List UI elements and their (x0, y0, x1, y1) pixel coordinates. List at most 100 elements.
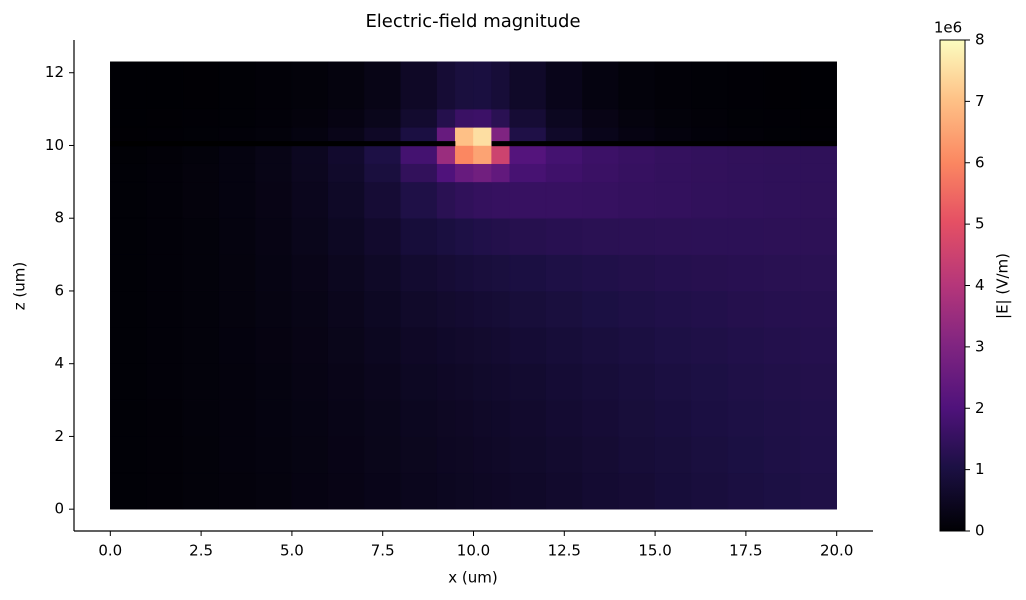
heatmap-cell (691, 163, 729, 183)
heatmap-cell (618, 61, 656, 110)
heatmap-cell (545, 472, 583, 510)
heatmap-cell (618, 436, 656, 474)
heatmap-cell (545, 327, 583, 364)
heatmap-cell (455, 399, 474, 437)
heatmap-cell (110, 108, 147, 128)
heatmap-cell (545, 399, 583, 437)
heatmap-cell (218, 163, 256, 183)
heatmap-cell (473, 436, 492, 474)
heatmap-cell (691, 217, 729, 255)
y-axis-label: z (um) (11, 262, 29, 310)
heatmap-cell (291, 363, 329, 401)
heatmap-cell (182, 327, 220, 364)
heatmap-cell (110, 399, 147, 437)
x-tick-label: 15.0 (638, 542, 671, 560)
heatmap-cell (110, 254, 147, 292)
colorbar-tick-label: 4 (975, 276, 985, 294)
heatmap-cell (545, 254, 583, 292)
heatmap-cell (436, 399, 456, 437)
colorbar-tick-label: 5 (975, 215, 985, 233)
heatmap-cell (473, 327, 492, 364)
heatmap-cell (491, 217, 511, 255)
heatmap-cell (654, 163, 692, 183)
heatmap-cell (727, 181, 765, 219)
x-tick-label: 2.5 (189, 542, 213, 560)
heatmap-cell (491, 181, 511, 219)
heatmap-cell (800, 290, 837, 328)
heatmap-cell (654, 290, 692, 328)
heatmap-cell (436, 61, 456, 110)
heatmap-cell (582, 254, 620, 292)
heatmap-cell (491, 436, 511, 474)
heatmap-cell (582, 217, 620, 255)
heatmap-cell (545, 145, 583, 164)
heatmap-cell (491, 108, 511, 128)
heatmap-cell (455, 108, 474, 128)
heatmap-cell (146, 472, 184, 510)
heatmap-cell (582, 163, 620, 183)
heatmap-cell (146, 108, 184, 128)
heatmap-cell (182, 61, 220, 110)
heatmap-cell (400, 363, 438, 401)
heatmap-cell (763, 290, 801, 328)
heatmap-cell (436, 472, 456, 510)
heatmap-cell (800, 363, 837, 401)
heatmap-cell (327, 145, 365, 164)
heatmap-cell (255, 363, 293, 401)
heatmap-cell (400, 290, 438, 328)
heatmap-cell (327, 181, 365, 219)
heatmap-cell (509, 181, 547, 219)
heatmap-cell (473, 472, 492, 510)
heatmap-cell (654, 181, 692, 219)
heatmap-cell (491, 399, 511, 437)
heatmap-cell (800, 181, 837, 219)
heatmap-cell (491, 145, 511, 164)
x-tick-label: 20.0 (820, 542, 853, 560)
heatmap-cell (727, 290, 765, 328)
colorbar (939, 39, 966, 532)
heatmap-cell (110, 327, 147, 364)
heatmap-cell (110, 290, 147, 328)
heatmap-cell (218, 145, 256, 164)
heatmap-cell (218, 254, 256, 292)
heatmap-cell (255, 181, 293, 219)
heatmap-cell (182, 145, 220, 164)
heatmap-cell (327, 472, 365, 510)
heatmap-cell (255, 61, 293, 110)
heatmap-cell (436, 181, 456, 219)
heatmap-cell (654, 436, 692, 474)
heatmap-cell (509, 436, 547, 474)
heatmap-cell (327, 163, 365, 183)
heatmap-cell (509, 217, 547, 255)
heatmap-cell (691, 436, 729, 474)
heatmap-cell (291, 472, 329, 510)
heatmap-cell (618, 290, 656, 328)
heatmap-cell (455, 217, 474, 255)
heatmap-cell (364, 363, 402, 401)
heatmap-cell (473, 217, 492, 255)
heatmap-cell (800, 108, 837, 128)
heatmap-cell (291, 217, 329, 255)
heatmap-cell (455, 472, 474, 510)
heatmap-cell (509, 472, 547, 510)
heatmap-cell (255, 290, 293, 328)
heatmap-cell (763, 436, 801, 474)
heatmap-cell (218, 181, 256, 219)
heatmap-cell (618, 363, 656, 401)
heatmap-cell (509, 108, 547, 128)
heatmap-cell (400, 472, 438, 510)
heatmap-cell (582, 399, 620, 437)
heatmap-cell (473, 363, 492, 401)
heatmap-cell (582, 327, 620, 364)
heatmap-cell (400, 145, 438, 164)
heatmap-cell (364, 181, 402, 219)
heatmap-cell (727, 254, 765, 292)
heatmap-cell (618, 181, 656, 219)
heatmap-cell (364, 472, 402, 510)
heatmap-cell (218, 61, 256, 110)
heatmap-cell (400, 61, 438, 110)
heatmap-cell (364, 163, 402, 183)
chart-title: Electric-field magnitude (365, 11, 580, 32)
heatmap-cell (473, 163, 492, 183)
heatmap-cell (291, 399, 329, 437)
